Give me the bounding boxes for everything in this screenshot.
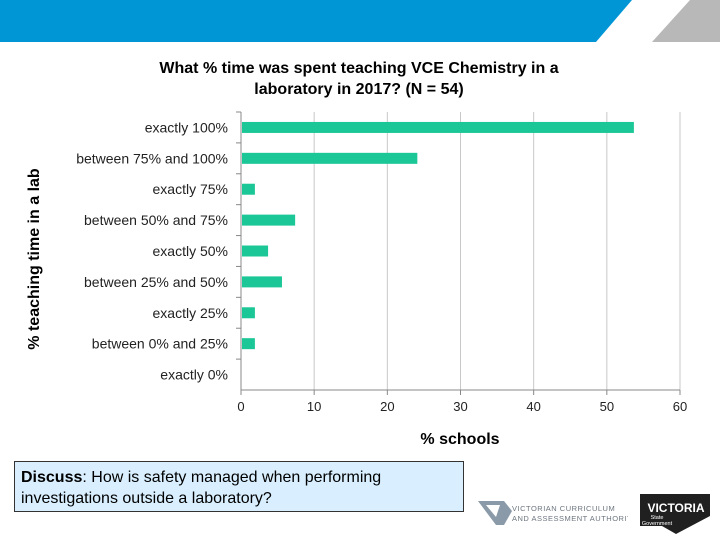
discuss-text: : How is safety managed when performing … [21,469,382,507]
vcaa-logo: VICTORIAN CURRICULUM AND ASSESSMENT AUTH… [478,501,628,525]
bar [242,183,255,195]
victoria-logo-sub-2: Government [642,521,673,527]
discuss-box: Discuss: How is safety managed when perf… [14,461,464,512]
category-label: between 50% and 75% [84,212,228,228]
y-axis-label: % teaching time in a lab [26,168,43,350]
bar [242,152,418,164]
chart-bars [242,121,634,350]
bar [242,214,296,226]
bar [242,338,255,350]
x-axis-label: % schools [420,431,499,448]
category-label: exactly 50% [153,243,228,259]
bar-chart: What % time was spent teaching VCE Chemi… [26,60,687,448]
bar [242,276,282,288]
category-label: exactly 25% [153,305,228,321]
category-label: exactly 0% [160,367,228,383]
category-label: exactly 100% [145,119,228,135]
chart-title-line-1: What % time was spent teaching VCE Chemi… [159,60,558,77]
category-label: between 75% and 100% [76,150,228,166]
vcaa-logo-line-2: AND ASSESSMENT AUTHORITY [512,514,628,523]
bar [242,307,255,319]
top-banner [0,0,720,42]
discuss-label: Discuss [21,469,83,486]
x-tick-label: 60 [673,399,687,414]
x-tick-label: 40 [526,399,540,414]
victoria-state-government-logo: VICTORIA State Government [640,494,710,534]
x-tick-label: 20 [380,399,394,414]
x-tick-label: 10 [307,399,321,414]
victoria-logo-wordmark: VICTORIA [647,501,704,515]
x-tick-label: 30 [453,399,467,414]
category-labels: exactly 100% between 75% and 100% exactly … [76,119,228,382]
category-label: between 0% and 25% [92,336,228,352]
bar [242,245,269,257]
banner-grey-stripe [652,0,720,42]
chart-title-line-2: laboratory in 2017? (N = 54) [254,81,463,98]
vcaa-logo-line-1: VICTORIAN CURRICULUM [512,504,615,513]
banner-blue-band [0,0,632,42]
x-tick-labels: 0 10 20 30 40 50 60 [237,399,687,414]
chart-axes [236,111,681,395]
victoria-logo-shape [640,494,710,534]
x-tick-label: 0 [237,399,244,414]
x-tick-label: 50 [600,399,614,414]
category-label: between 25% and 50% [84,274,228,290]
vcaa-logo-mark-inner [486,505,500,517]
victoria-logo-sub-1: State [651,515,664,521]
category-label: exactly 75% [153,181,228,197]
bar [242,121,634,133]
